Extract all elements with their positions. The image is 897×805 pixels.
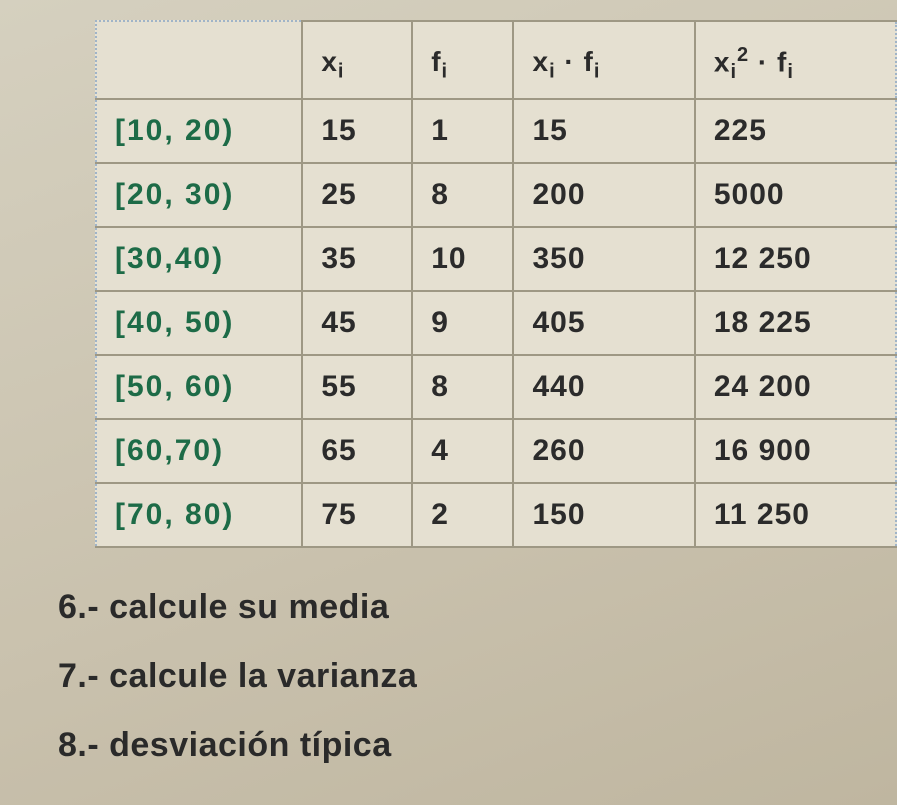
cell-xi2fi: 12 250 xyxy=(695,227,896,291)
cell-interval: [30,40) xyxy=(96,227,302,291)
cell-xi2fi: 5000 xyxy=(695,163,896,227)
question-8: 8.- desviación típica xyxy=(58,726,897,765)
table-row: [10, 20)15115225 xyxy=(96,99,896,163)
table-row: [70, 80)75215011 250 xyxy=(96,483,896,547)
cell-xi: 55 xyxy=(302,355,412,419)
table-row: [20, 30)2582005000 xyxy=(96,163,896,227)
cell-interval: [50, 60) xyxy=(96,355,302,419)
cell-interval: [70, 80) xyxy=(96,483,302,547)
cell-xifi: 200 xyxy=(513,163,694,227)
cell-fi: 10 xyxy=(412,227,513,291)
cell-xi2fi: 225 xyxy=(695,99,896,163)
table-row: [50, 60)55844024 200 xyxy=(96,355,896,419)
cell-xifi: 15 xyxy=(513,99,694,163)
cell-xi: 35 xyxy=(302,227,412,291)
cell-xi: 45 xyxy=(302,291,412,355)
cell-fi: 8 xyxy=(412,163,513,227)
cell-interval: [60,70) xyxy=(96,419,302,483)
table-row: [30,40)351035012 250 xyxy=(96,227,896,291)
table-header-row: xi fi xi · fi xi2 · fi xyxy=(96,21,896,99)
cell-xi2fi: 16 900 xyxy=(695,419,896,483)
cell-xi: 15 xyxy=(302,99,412,163)
cell-xi2fi: 18 225 xyxy=(695,291,896,355)
cell-fi: 9 xyxy=(412,291,513,355)
cell-fi: 4 xyxy=(412,419,513,483)
header-xi: xi xyxy=(302,21,412,99)
cell-xi2fi: 11 250 xyxy=(695,483,896,547)
cell-xifi: 350 xyxy=(513,227,694,291)
cell-xifi: 440 xyxy=(513,355,694,419)
question-7: 7.- calcule la varianza xyxy=(58,657,897,696)
cell-interval: [20, 30) xyxy=(96,163,302,227)
table-row: [60,70)65426016 900 xyxy=(96,419,896,483)
cell-xifi: 260 xyxy=(513,419,694,483)
cell-fi: 2 xyxy=(412,483,513,547)
questions-block: 6.- calcule su media 7.- calcule la vari… xyxy=(58,588,897,765)
frequency-table: xi fi xi · fi xi2 · fi [10, 20)15115225[… xyxy=(95,20,897,548)
worksheet-page: xi fi xi · fi xi2 · fi [10, 20)15115225[… xyxy=(0,0,897,805)
cell-fi: 8 xyxy=(412,355,513,419)
table-row: [40, 50)45940518 225 xyxy=(96,291,896,355)
header-fi: fi xyxy=(412,21,513,99)
cell-xifi: 405 xyxy=(513,291,694,355)
header-xi-fi: xi · fi xyxy=(513,21,694,99)
header-blank xyxy=(96,21,302,99)
cell-xi: 75 xyxy=(302,483,412,547)
cell-xi2fi: 24 200 xyxy=(695,355,896,419)
cell-fi: 1 xyxy=(412,99,513,163)
cell-interval: [10, 20) xyxy=(96,99,302,163)
cell-xifi: 150 xyxy=(513,483,694,547)
cell-xi: 65 xyxy=(302,419,412,483)
question-6: 6.- calcule su media xyxy=(58,588,897,627)
header-xi2-fi: xi2 · fi xyxy=(695,21,896,99)
cell-interval: [40, 50) xyxy=(96,291,302,355)
cell-xi: 25 xyxy=(302,163,412,227)
